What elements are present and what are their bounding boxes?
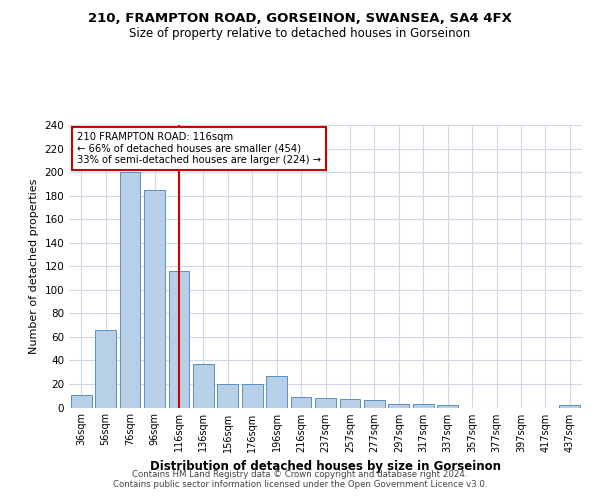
Bar [217,384,238,407]
Bar [437,405,458,407]
Bar [193,364,214,408]
Text: 210, FRAMPTON ROAD, GORSEINON, SWANSEA, SA4 4FX: 210, FRAMPTON ROAD, GORSEINON, SWANSEA, … [88,12,512,26]
Bar [340,400,361,407]
Bar [315,398,336,407]
Text: 210 FRAMPTON ROAD: 116sqm
← 66% of detached houses are smaller (454)
33% of semi: 210 FRAMPTON ROAD: 116sqm ← 66% of detac… [77,132,320,166]
Bar [144,190,165,408]
Bar [413,404,434,407]
Bar [169,271,190,407]
Bar [266,376,287,408]
X-axis label: Distribution of detached houses by size in Gorseinon: Distribution of detached houses by size … [150,460,501,473]
Text: Size of property relative to detached houses in Gorseinon: Size of property relative to detached ho… [130,28,470,40]
Bar [559,405,580,407]
Bar [242,384,263,407]
Y-axis label: Number of detached properties: Number of detached properties [29,178,39,354]
Bar [290,397,311,407]
Bar [388,404,409,407]
Bar [71,394,92,407]
Bar [95,330,116,407]
Bar [364,400,385,407]
Bar [119,172,140,408]
Text: Contains HM Land Registry data © Crown copyright and database right 2024.
Contai: Contains HM Land Registry data © Crown c… [113,470,487,489]
